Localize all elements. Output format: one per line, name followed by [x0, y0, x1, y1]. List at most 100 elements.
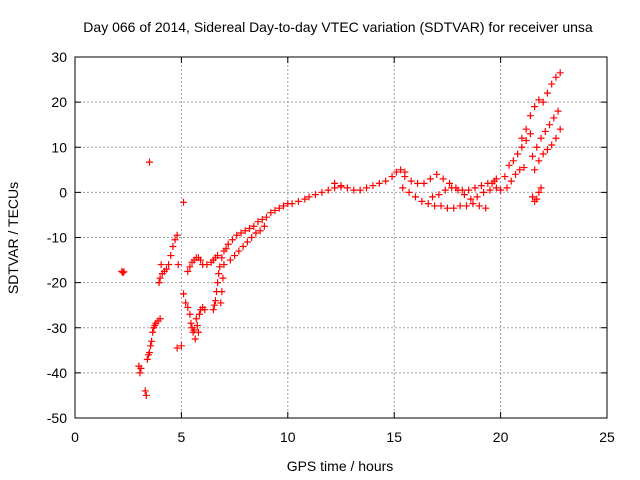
- data-point: [187, 319, 195, 327]
- data-point: [256, 227, 264, 235]
- data-point: [501, 173, 509, 181]
- data-point: [147, 342, 155, 350]
- x-axis-ticks: 0 5 10 15 20 25: [71, 57, 615, 445]
- y-tick-label: -10: [47, 230, 67, 246]
- data-point: [543, 89, 551, 97]
- data-point: [522, 136, 530, 144]
- data-point: [141, 387, 149, 395]
- data-point: [552, 134, 560, 142]
- data-point: [324, 186, 332, 194]
- data-point: [543, 146, 551, 154]
- data-point: [460, 191, 468, 199]
- data-point: [171, 236, 179, 244]
- data-point: [475, 202, 483, 210]
- data-point: [535, 188, 543, 196]
- data-point: [243, 238, 251, 246]
- data-point: [267, 209, 275, 217]
- data-point: [233, 231, 241, 239]
- data-point: [529, 152, 537, 160]
- data-point: [148, 337, 156, 345]
- data-point: [516, 166, 524, 174]
- series-outlier-3.5h: [145, 158, 153, 166]
- data-point: [397, 166, 405, 174]
- data-point: [531, 103, 539, 111]
- series-segment-20-21h-aux: [503, 164, 528, 192]
- data-point: [186, 263, 194, 271]
- data-point: [331, 179, 339, 187]
- data-point: [486, 186, 494, 194]
- data-point: [119, 269, 127, 277]
- data-point: [275, 204, 283, 212]
- data-point: [537, 134, 545, 142]
- series-segment-7-8h-aux: [226, 222, 268, 264]
- data-point: [548, 141, 556, 149]
- data-point: [529, 193, 537, 201]
- data-point: [215, 270, 223, 278]
- series-segment-4h: [155, 231, 181, 287]
- data-point: [263, 213, 271, 221]
- data-point: [546, 121, 554, 129]
- data-point: [288, 200, 296, 208]
- y-tick-label: -40: [47, 365, 67, 381]
- data-point: [165, 261, 173, 269]
- plot-frame: [74, 56, 608, 419]
- data-point: [301, 195, 309, 203]
- data-point: [556, 69, 564, 77]
- data-point: [550, 114, 558, 122]
- data-point: [480, 188, 488, 196]
- data-point: [356, 186, 364, 194]
- grid-layer: [75, 57, 607, 418]
- data-point: [337, 182, 345, 190]
- x-tick-label: 0: [71, 429, 79, 445]
- data-point: [463, 202, 471, 210]
- data-point: [235, 247, 243, 255]
- data-point: [418, 197, 426, 205]
- data-point: [454, 186, 462, 194]
- data-point: [533, 143, 541, 151]
- data-point: [226, 256, 234, 264]
- series-segment-19-21h: [488, 130, 534, 194]
- data-point: [305, 193, 313, 201]
- data-point: [222, 245, 230, 253]
- data-point: [441, 186, 449, 194]
- data-point: [173, 344, 181, 352]
- data-point: [439, 175, 447, 183]
- y-axis-label: SDTVAR / TECUs: [5, 182, 21, 294]
- data-point: [473, 193, 481, 201]
- data-point: [186, 310, 194, 318]
- data-point: [120, 268, 128, 276]
- x-tick-label: 15: [386, 429, 402, 445]
- data-point: [520, 164, 528, 172]
- data-point: [137, 364, 145, 372]
- data-point: [228, 236, 236, 244]
- data-point: [350, 186, 358, 194]
- data-point: [193, 321, 201, 329]
- y-tick-label: -30: [47, 320, 67, 336]
- data-point: [231, 252, 239, 260]
- data-point: [411, 193, 419, 201]
- x-axis-label: GPS time / hours: [287, 458, 394, 474]
- data-point: [252, 229, 260, 237]
- data-point: [382, 177, 390, 185]
- data-point: [456, 202, 464, 210]
- data-point: [149, 328, 157, 336]
- data-point: [535, 96, 543, 104]
- data-point: [195, 310, 203, 318]
- data-point: [526, 130, 534, 138]
- data-point: [180, 198, 188, 206]
- data-point: [414, 179, 422, 187]
- data-point: [318, 188, 326, 196]
- y-axis-ticks: -50 -40 -30 -20 -10 0 10 20 30: [47, 49, 607, 426]
- data-point: [203, 261, 211, 269]
- data-point: [169, 243, 177, 251]
- data-point: [448, 184, 456, 192]
- data-point: [136, 369, 144, 377]
- data-point: [467, 195, 475, 203]
- x-tick-label: 5: [178, 429, 186, 445]
- data-point: [497, 186, 505, 194]
- y-tick-label: 30: [51, 49, 67, 65]
- data-point: [248, 234, 256, 241]
- data-point: [192, 315, 200, 323]
- data-point: [429, 193, 437, 201]
